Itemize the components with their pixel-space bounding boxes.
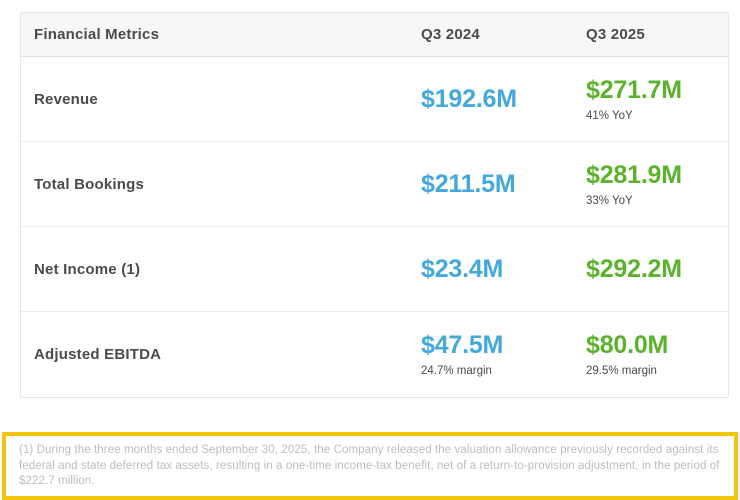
margin-label: 24.7% margin [421,365,492,377]
q3-2025-cell: $281.9M 33% YoY [586,160,728,207]
table-header-row: Financial Metrics Q3 2024 Q3 2025 [21,13,728,57]
q3-2024-value: $23.4M [421,254,504,283]
q3-2025-value: $271.7M [586,75,682,104]
table-row-adjusted-ebitda: Adjusted EBITDA $47.5M 24.7% margin $80.… [21,312,728,397]
table-row-revenue: Revenue $192.6M $271.7M 41% YoY [21,57,728,142]
financial-metrics-table: Financial Metrics Q3 2024 Q3 2025 Revenu… [20,12,729,398]
footnote-text: (1) During the three months ended Septem… [19,444,720,487]
column-header-metric: Financial Metrics [34,26,160,43]
table-row-net-income: Net Income (1) $23.4M $292.2M [21,227,728,312]
column-header-q3-2025: Q3 2025 [586,26,645,43]
column-header-q3-2024: Q3 2024 [421,26,480,43]
yoy-growth-label: 33% YoY [586,194,633,207]
q3-2025-value: $281.9M [586,160,682,189]
q3-2025-cell: $292.2M [586,254,728,283]
margin-label: 29.5% margin [586,365,657,377]
q3-2025-value: $292.2M [586,254,682,283]
footnote-highlight-box: (1) During the three months ended Septem… [2,432,738,500]
q3-2025-cell: $80.0M 29.5% margin [586,331,728,378]
q3-2024-cell: $47.5M 24.7% margin [421,331,586,378]
yoy-growth-label: 41% YoY [586,109,633,122]
q3-2024-cell: $192.6M [421,84,586,113]
metric-label: Adjusted EBITDA [34,346,162,363]
metric-label: Net Income (1) [34,260,141,278]
q3-2024-cell: $23.4M [421,254,586,283]
q3-2024-value: $211.5M [421,169,516,198]
q3-2024-value: $47.5M [421,331,504,359]
q3-2024-value: $192.6M [421,84,517,113]
q3-2025-cell: $271.7M 41% YoY [586,75,728,122]
metric-label: Revenue [34,90,98,108]
q3-2024-cell: $211.5M [421,169,586,198]
table-row-total-bookings: Total Bookings $211.5M $281.9M 33% YoY [21,142,728,227]
q3-2025-value: $80.0M [586,331,669,359]
metric-label: Total Bookings [34,175,145,193]
